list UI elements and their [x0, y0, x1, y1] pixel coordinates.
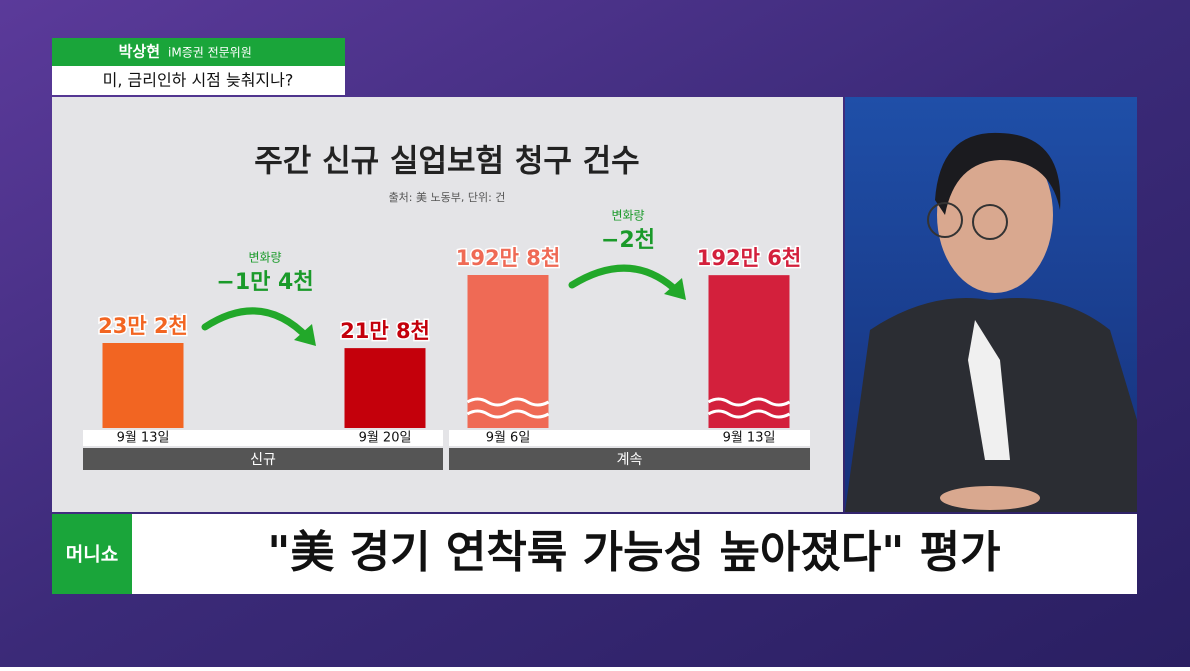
panel-label: 계속	[617, 452, 643, 468]
guest-hands	[940, 486, 1040, 510]
header-bar	[52, 38, 345, 66]
category-strip	[83, 430, 443, 446]
value-label: 192만 6천	[697, 246, 801, 270]
change-arrow	[568, 264, 682, 296]
bar	[102, 343, 184, 428]
value-label: 21만 8천	[340, 319, 430, 343]
arrow-head	[664, 278, 686, 300]
arrow-head	[294, 324, 316, 346]
guest-face	[937, 137, 1053, 293]
axis-break	[707, 409, 791, 419]
topic: 미, 금리인하 시점 늦춰지나?	[103, 71, 294, 90]
change-arrow	[201, 307, 312, 342]
value-label: 23만 2천	[98, 314, 188, 338]
caption-bar	[132, 514, 1137, 594]
axis-break	[466, 397, 550, 407]
panel-strip	[449, 448, 810, 470]
guest-shirt	[968, 320, 1010, 460]
value-label: 192만 8천	[456, 246, 560, 270]
x-tick-label: 9월 13일	[117, 431, 170, 446]
headline: "美 경기 연착륙 가능성 높아졌다" 평가	[267, 527, 1000, 578]
speaker-affiliation: iM증권 전문위원	[168, 46, 252, 60]
guest-hair	[935, 132, 1061, 215]
panel-label: 신규	[250, 452, 276, 468]
x-tick-label: 9월 6일	[486, 431, 531, 446]
topic-bar	[52, 66, 345, 95]
axis-break	[707, 397, 791, 407]
glasses	[972, 204, 1008, 240]
x-tick-label: 9월 20일	[359, 431, 412, 446]
speaker-name: 박상현	[119, 43, 160, 61]
change-title: 변화량	[611, 209, 644, 223]
logo: 머니쇼	[66, 544, 118, 566]
change-label: −2천	[601, 228, 655, 253]
panel-strip	[83, 448, 443, 470]
axis-break	[466, 409, 550, 419]
category-strip	[449, 430, 810, 446]
chart-subtitle: 출처: 美 노동부, 단위: 건	[389, 191, 506, 204]
chart-title: 주간 신규 실업보험 청구 건수	[254, 144, 639, 180]
x-tick-label: 9월 13일	[723, 431, 776, 446]
change-title: 변화량	[248, 251, 281, 265]
glasses	[927, 202, 963, 238]
logo-box	[52, 514, 132, 594]
bar	[344, 348, 426, 428]
change-label: −1만 4천	[216, 270, 313, 295]
